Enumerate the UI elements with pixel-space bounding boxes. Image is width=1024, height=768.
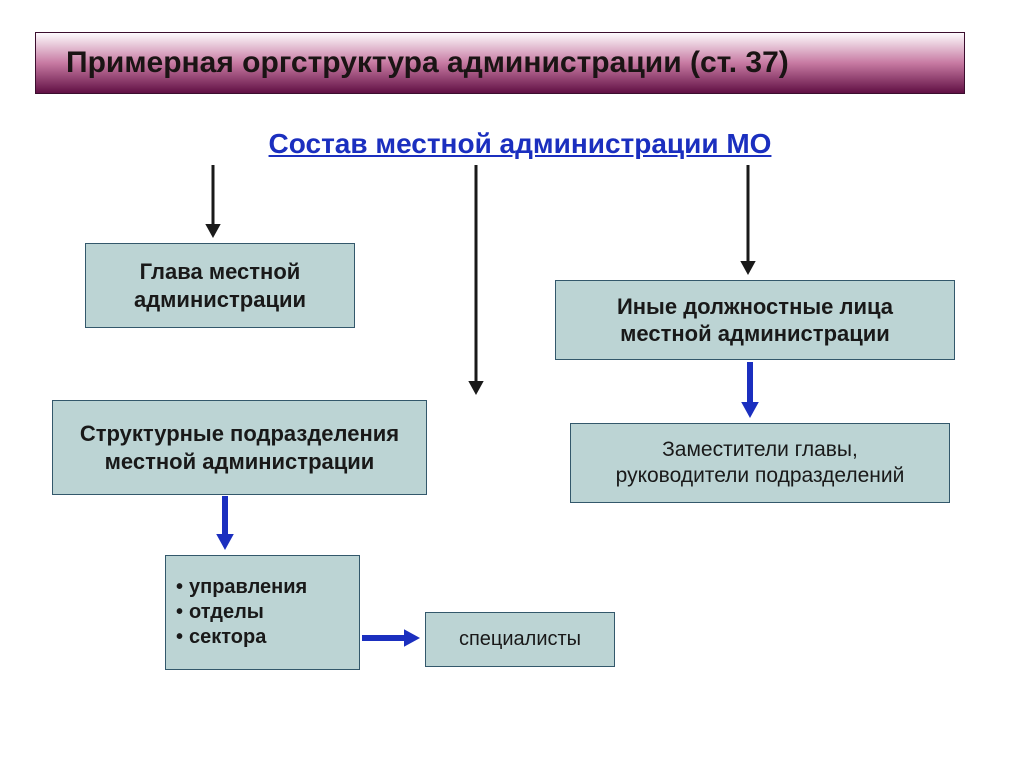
node-subdivisions-label: Структурные подразделенияместной админис… (80, 420, 399, 475)
node-deputies: Заместители главы,руководители подраздел… (570, 423, 950, 503)
arrow-head (205, 224, 220, 238)
title-bar: Примерная оргструктура администрации (ст… (35, 32, 965, 94)
departments-item: отделы (176, 600, 307, 625)
title-text: Примерная оргструктура администрации (ст… (66, 46, 789, 80)
node-officials: Иные должностные лицаместной администрац… (555, 280, 955, 360)
arrow-head (741, 402, 759, 418)
arrow-head (740, 261, 755, 275)
departments-item: управления (176, 575, 307, 600)
node-departments: управленияотделысектора (165, 555, 360, 670)
node-subdivisions: Структурные подразделенияместной админис… (52, 400, 427, 495)
arrow-head (404, 629, 420, 647)
node-head-label: Глава местнойадминистрации (134, 258, 306, 313)
node-head: Глава местнойадминистрации (85, 243, 355, 328)
departments-list: управленияотделысектора (176, 575, 307, 650)
arrow-head (216, 534, 234, 550)
subtitle: Состав местной администрации МО (240, 128, 800, 160)
node-deputies-label: Заместители главы,руководители подраздел… (616, 437, 905, 490)
node-officials-label: Иные должностные лицаместной администрац… (617, 293, 893, 348)
departments-item: сектора (176, 625, 307, 650)
node-specialists: специалисты (425, 612, 615, 667)
arrow-head (468, 381, 483, 395)
node-specialists-label: специалисты (459, 627, 581, 652)
